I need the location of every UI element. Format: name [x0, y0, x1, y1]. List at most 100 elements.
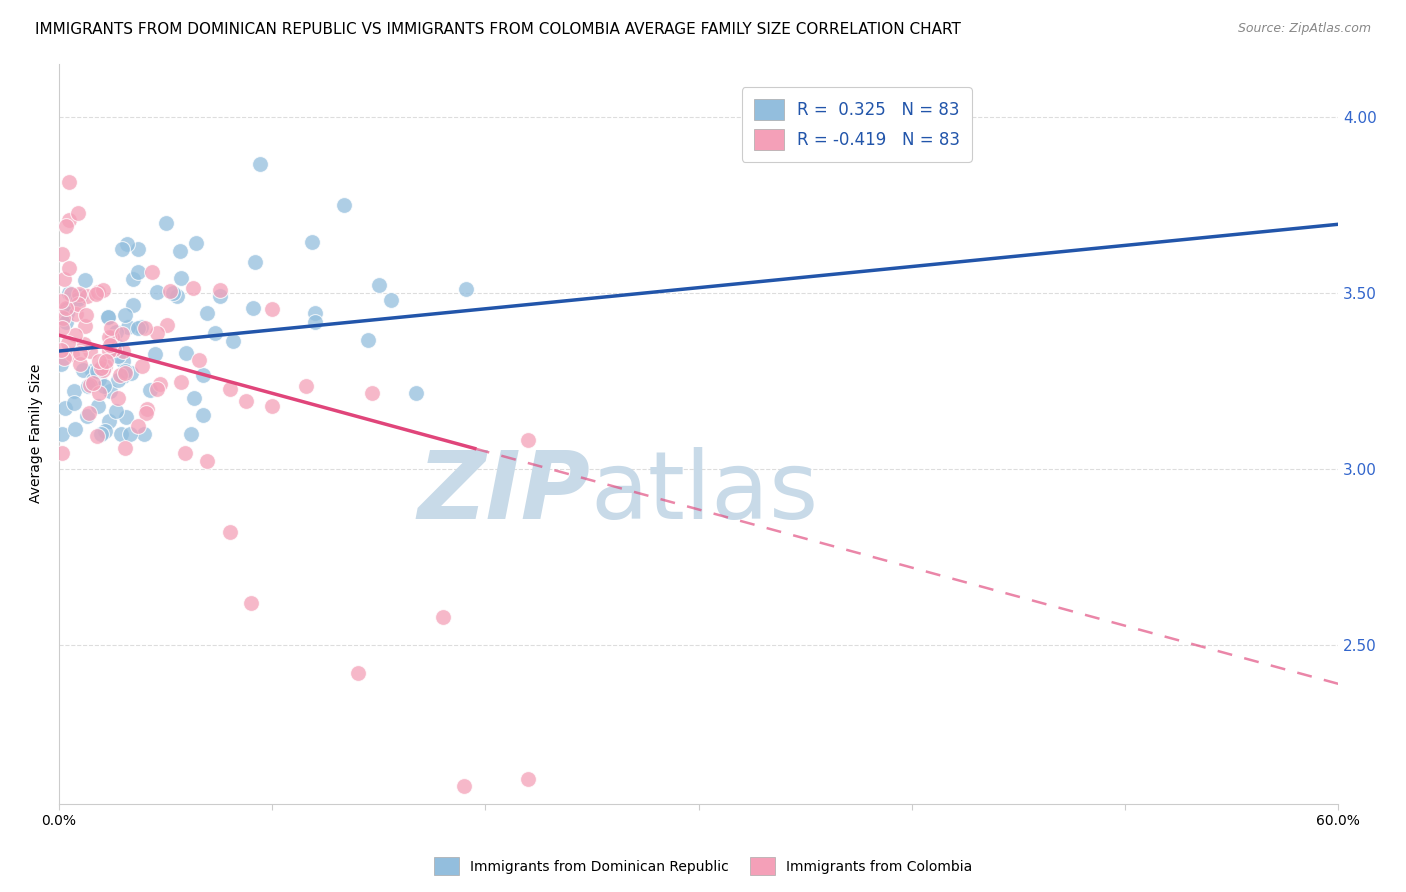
Point [262, 301, 284, 316]
Point [63, 422, 86, 436]
Point [209, 289, 232, 303]
Point [97, 310, 120, 324]
Point [304, 306, 326, 320]
Point [56, 301, 79, 316]
Point [55, 301, 77, 316]
Point [146, 326, 169, 340]
Point [55, 315, 77, 329]
Point [67, 287, 90, 301]
Point [58, 260, 80, 275]
Point [63, 384, 86, 398]
Point [209, 283, 232, 297]
Legend: Immigrants from Dominican Republic, Immigrants from Colombia: Immigrants from Dominican Republic, Immi… [429, 852, 977, 880]
Point [333, 197, 356, 211]
Point [51, 343, 73, 357]
Point [112, 343, 135, 358]
Point [111, 243, 134, 257]
Point [51, 321, 73, 335]
Point [114, 364, 136, 378]
Point [405, 385, 427, 400]
Point [122, 298, 145, 312]
Point [115, 236, 138, 251]
Point [94, 424, 117, 438]
Point [174, 346, 197, 360]
Point [56, 335, 79, 350]
Point [170, 375, 193, 389]
Point [51, 357, 73, 371]
Point [87, 365, 110, 379]
Point [159, 284, 181, 298]
Point [301, 235, 323, 250]
Point [107, 391, 129, 405]
Point [53, 401, 76, 416]
Point [55, 219, 77, 233]
Point [58, 285, 80, 300]
Point [219, 382, 242, 396]
Point [367, 277, 389, 292]
Point [181, 281, 204, 295]
Point [235, 393, 257, 408]
Point [127, 418, 149, 433]
Point [162, 286, 184, 301]
Point [242, 301, 264, 316]
Point [60, 347, 83, 361]
Legend: R =  0.325   N = 83, R = -0.419   N = 83: R = 0.325 N = 83, R = -0.419 N = 83 [742, 87, 972, 161]
Point [191, 368, 214, 382]
Point [58, 175, 80, 189]
Point [454, 282, 477, 296]
Point [107, 349, 129, 363]
Point [76, 379, 98, 393]
Point [114, 442, 136, 456]
Point [204, 326, 226, 341]
Point [517, 772, 540, 786]
Point [86, 429, 108, 443]
Point [96, 354, 118, 368]
Point [84, 286, 107, 301]
Point [127, 265, 149, 279]
Point [86, 363, 108, 377]
Point [100, 320, 122, 334]
Point [82, 376, 104, 390]
Point [432, 610, 454, 624]
Point [82, 373, 104, 387]
Point [87, 399, 110, 413]
Point [87, 354, 110, 368]
Point [63, 396, 86, 410]
Point [131, 359, 153, 373]
Point [195, 306, 218, 320]
Point [67, 292, 90, 306]
Point [93, 378, 115, 392]
Point [221, 334, 243, 348]
Point [146, 382, 169, 396]
Point [117, 320, 139, 334]
Point [170, 270, 193, 285]
Point [69, 357, 91, 371]
Point [180, 426, 202, 441]
Point [52, 311, 75, 326]
Point [53, 351, 76, 366]
Point [361, 386, 384, 401]
Point [169, 244, 191, 258]
Point [295, 378, 318, 392]
Point [58, 213, 80, 227]
Text: IMMIGRANTS FROM DOMINICAN REPUBLIC VS IMMIGRANTS FROM COLOMBIA AVERAGE FAMILY SI: IMMIGRANTS FROM DOMINICAN REPUBLIC VS IM… [35, 22, 962, 37]
Point [51, 293, 73, 308]
Point [118, 426, 141, 441]
Point [52, 272, 75, 286]
Point [104, 325, 127, 339]
Point [98, 343, 121, 358]
Point [127, 242, 149, 256]
Point [103, 342, 125, 356]
Point [143, 347, 166, 361]
Point [346, 666, 368, 681]
Point [98, 330, 121, 344]
Point [245, 254, 267, 268]
Point [260, 399, 283, 413]
Point [84, 374, 107, 388]
Point [65, 307, 87, 321]
Point [380, 293, 402, 307]
Point [239, 596, 262, 610]
Point [75, 319, 97, 334]
Point [166, 289, 188, 303]
Point [72, 363, 94, 377]
